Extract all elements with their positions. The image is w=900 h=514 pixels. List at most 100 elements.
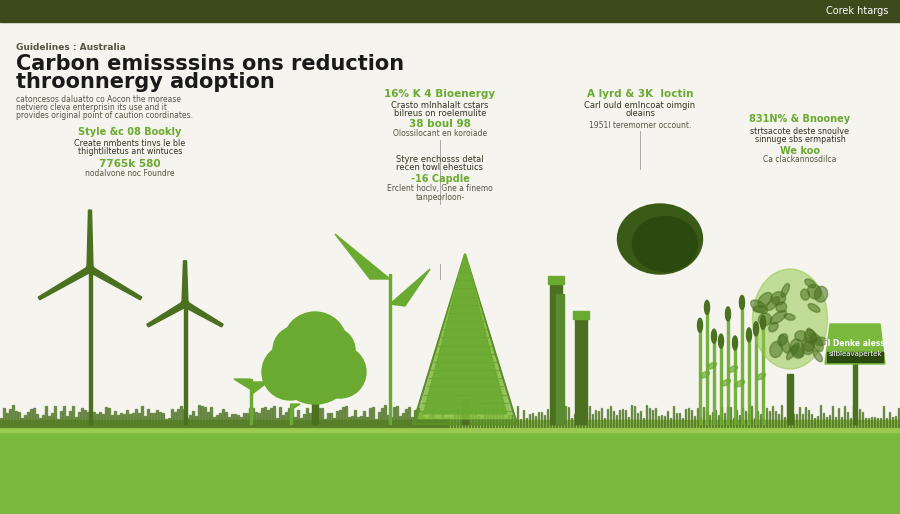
Bar [105,407,106,427]
Bar [114,411,115,427]
Bar [90,416,92,427]
Polygon shape [291,404,300,410]
Polygon shape [182,261,188,304]
Bar [724,413,725,427]
Bar [827,352,883,362]
Bar [184,304,186,424]
Bar [285,412,287,427]
Bar [6,413,7,427]
Bar [78,412,79,427]
Circle shape [314,346,366,398]
Bar [496,407,497,427]
Bar [868,417,869,427]
Bar [649,408,650,427]
Bar [0,420,900,432]
Bar [550,417,551,427]
Bar [741,302,743,424]
Bar [211,407,212,427]
Bar [591,414,593,427]
Bar [96,414,97,427]
Bar [81,409,83,427]
Bar [180,406,182,427]
Bar [691,410,692,427]
Bar [303,414,305,427]
Bar [75,417,76,427]
Bar [699,325,701,424]
Ellipse shape [814,351,823,362]
Bar [15,412,16,427]
Bar [787,374,793,424]
Bar [838,408,840,427]
Bar [808,410,809,427]
Polygon shape [252,382,268,394]
Bar [297,410,299,427]
Bar [418,408,419,427]
Bar [645,405,647,427]
Ellipse shape [814,337,827,345]
Bar [465,414,467,427]
Bar [157,410,158,427]
Bar [555,414,557,427]
Ellipse shape [752,269,827,369]
Bar [250,379,252,424]
Bar [195,416,197,427]
Bar [0,418,2,427]
Ellipse shape [757,373,766,380]
Bar [796,414,797,427]
Bar [757,411,759,427]
Ellipse shape [617,204,703,274]
Bar [411,417,413,427]
Bar [193,411,194,427]
Bar [850,418,851,427]
Bar [631,406,632,427]
Bar [571,417,572,427]
Bar [889,412,890,427]
Bar [811,414,813,427]
Bar [123,414,124,427]
Bar [817,415,818,427]
Bar [499,411,500,427]
Ellipse shape [805,329,816,344]
Bar [892,417,894,427]
Ellipse shape [802,338,814,355]
Bar [207,412,209,427]
Bar [618,410,620,427]
Text: Ca clackannosdilca: Ca clackannosdilca [763,156,837,164]
Text: nodalvone noc Foundre: nodalvone noc Foundre [86,169,175,177]
Bar [120,413,122,427]
Bar [763,418,764,427]
Bar [636,413,638,427]
Bar [267,410,269,427]
Bar [102,414,104,427]
Bar [454,412,455,427]
Ellipse shape [707,362,716,369]
Bar [93,412,94,427]
Bar [279,407,281,427]
Bar [575,314,587,424]
Bar [793,414,795,427]
Ellipse shape [769,322,778,332]
Text: 38 boul 98: 38 boul 98 [410,119,471,129]
Bar [415,410,416,427]
Bar [198,406,200,427]
Bar [99,412,101,427]
Bar [805,407,806,427]
Bar [607,409,608,427]
Bar [312,411,314,427]
Ellipse shape [728,365,737,372]
Bar [598,411,599,427]
Bar [177,409,179,427]
Bar [447,417,449,427]
Text: We koo: We koo [780,146,820,156]
Bar [21,418,22,427]
Bar [487,406,488,427]
Bar [528,414,530,427]
Bar [517,406,518,427]
Ellipse shape [705,300,709,315]
Bar [472,406,473,427]
Ellipse shape [805,279,815,288]
Polygon shape [147,301,186,327]
Bar [730,407,732,427]
Ellipse shape [807,328,817,342]
Bar [535,416,536,427]
